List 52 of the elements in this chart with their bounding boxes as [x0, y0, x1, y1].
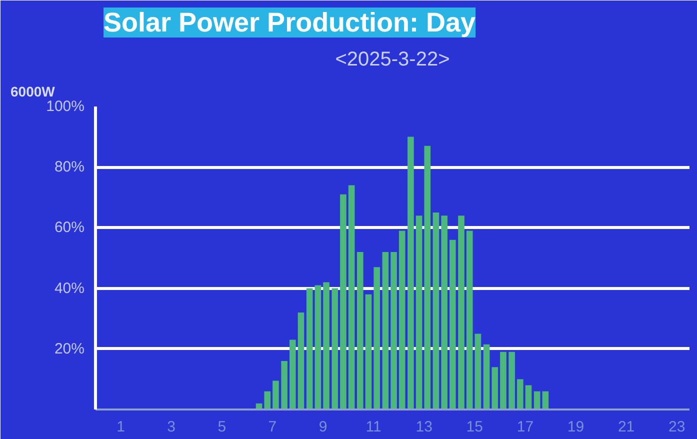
bar: [441, 216, 448, 410]
bar: [272, 380, 279, 410]
bar: [424, 146, 431, 410]
bar: [306, 288, 313, 410]
chart-subtitle: <2025-3-22>: [335, 48, 450, 70]
bar: [525, 385, 532, 410]
y-tick-label: 100%: [46, 98, 85, 115]
bar: [356, 252, 364, 410]
bar: [281, 361, 288, 410]
bar: [492, 367, 498, 410]
x-tick-label: 19: [567, 418, 584, 436]
bar: [382, 252, 389, 410]
y-tick-label: 60%: [54, 219, 85, 236]
bar: [474, 334, 482, 410]
bar: [290, 340, 296, 410]
x-tick-label: 3: [167, 418, 176, 436]
x-tick-label: 1: [116, 418, 125, 436]
bar: [365, 294, 372, 410]
bar: [390, 252, 397, 410]
bar: [466, 230, 473, 410]
bar: [408, 136, 414, 410]
bar: [332, 288, 338, 410]
x-tick-label: 13: [416, 418, 432, 436]
x-tick-label: 23: [668, 418, 686, 436]
bar: [314, 285, 322, 410]
bar: [398, 230, 406, 410]
bar: [348, 185, 355, 410]
x-tick-label: 17: [516, 418, 534, 436]
bar: [374, 267, 380, 410]
x-tick-label: 5: [218, 418, 226, 436]
bar: [458, 216, 464, 410]
x-tick-label: 9: [318, 418, 328, 436]
bar: [323, 282, 330, 410]
bar: [508, 352, 515, 410]
bar: [264, 391, 271, 410]
x-tick-label: 7: [268, 418, 277, 436]
bar: [432, 212, 440, 410]
y-tick-label: 80%: [54, 158, 85, 176]
bar: [340, 194, 346, 410]
bar: [450, 240, 456, 410]
bar: [483, 344, 490, 410]
x-tick-label: 11: [366, 418, 382, 436]
bar: [500, 352, 506, 410]
x-tick-label: 15: [466, 418, 483, 436]
bar: [516, 379, 524, 410]
bar: [416, 216, 422, 410]
x-tick-label: 21: [618, 418, 635, 436]
y-tick-label: 40%: [54, 280, 85, 297]
y-axis-title: 6000W: [10, 84, 56, 100]
y-tick-label: 20%: [54, 340, 85, 358]
bar: [298, 312, 304, 410]
chart-title: Solar Power Production: Day: [104, 8, 476, 38]
